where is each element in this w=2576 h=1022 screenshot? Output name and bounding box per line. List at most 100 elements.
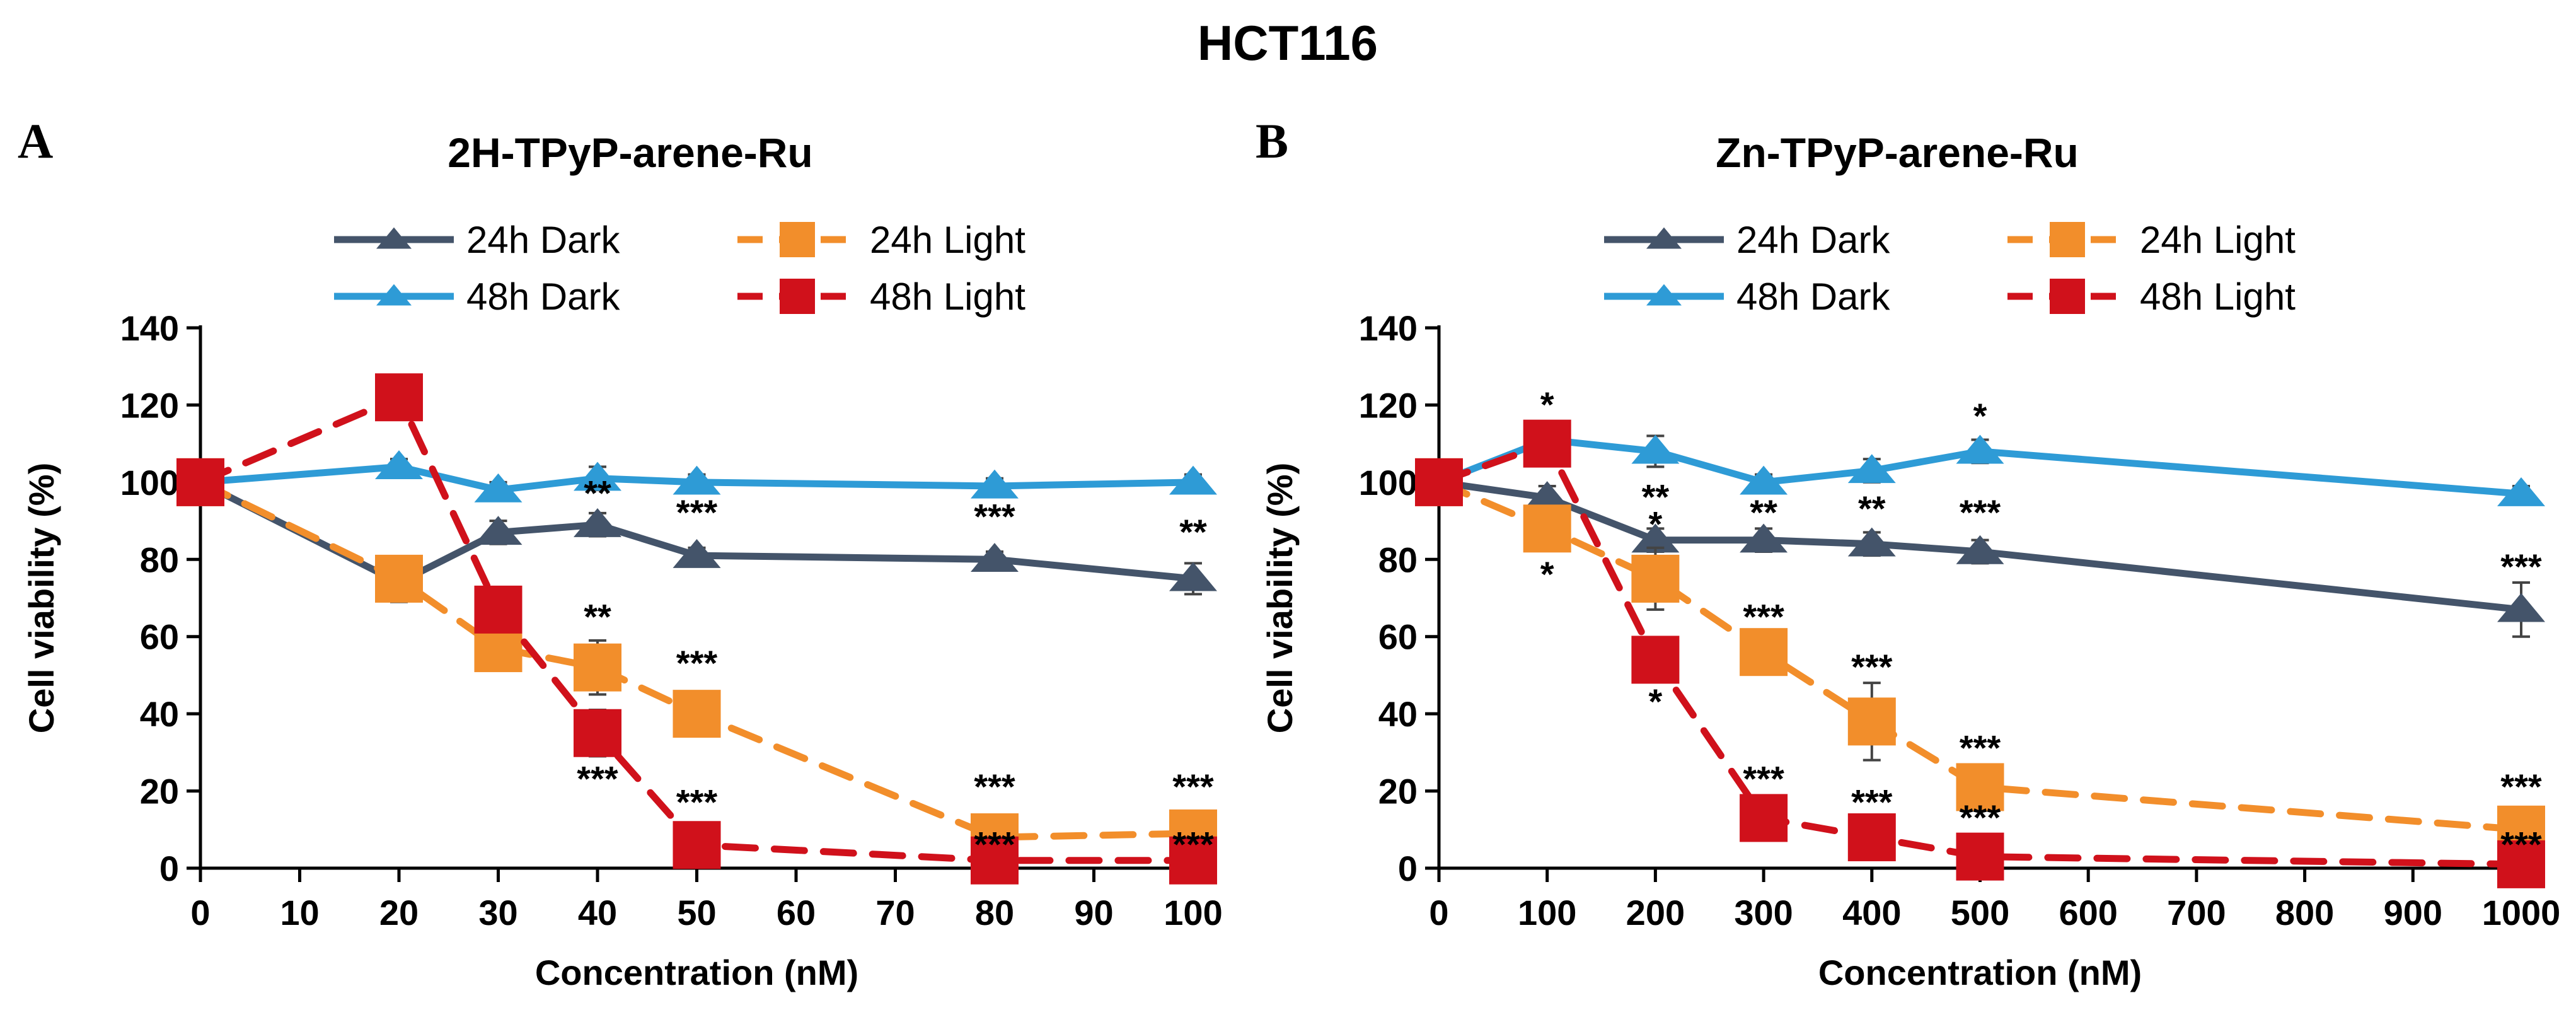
y-tick-label: 120 — [1359, 385, 1418, 425]
x-tick-label: 0 — [190, 893, 210, 932]
square-marker — [2050, 279, 2085, 314]
significance-label: *** — [2500, 767, 2542, 806]
significance-label: *** — [676, 492, 718, 532]
y-tick-label: 120 — [120, 385, 179, 425]
data-point — [475, 586, 523, 634]
panel-letter: A — [18, 113, 53, 168]
significance-label: ** — [1179, 512, 1207, 552]
significance-label: *** — [1851, 782, 1893, 822]
significance-label: *** — [1172, 825, 1214, 864]
x-tick-label: 40 — [578, 893, 617, 932]
significance-label: *** — [676, 782, 718, 822]
y-axis-label: Cell viability (%) — [21, 463, 61, 733]
data-point — [1523, 504, 1571, 552]
panel-letter: B — [1256, 113, 1288, 168]
significance-label: * — [1540, 554, 1554, 594]
x-tick-label: 20 — [379, 893, 419, 932]
significance-label: ** — [1858, 489, 1886, 528]
significance-label: *** — [676, 643, 718, 683]
significance-label: *** — [2500, 547, 2542, 586]
significance-label: ** — [584, 473, 611, 513]
x-tick-label: 500 — [1951, 893, 2009, 932]
significance-label: *** — [1960, 798, 2001, 837]
significance-label: *** — [1960, 728, 2001, 768]
y-tick-label: 140 — [1359, 308, 1418, 348]
x-tick-label: 80 — [975, 893, 1014, 932]
y-tick-label: 140 — [120, 308, 179, 348]
y-tick-label: 100 — [120, 463, 179, 502]
legend-item: 48h Light — [2007, 276, 2296, 318]
data-point — [375, 373, 423, 421]
significance-label: *** — [1172, 767, 1214, 806]
x-tick-label: 100 — [1518, 893, 1576, 932]
legend-label: 24h Dark — [466, 219, 620, 261]
legend-label: 48h Light — [2140, 276, 2296, 318]
data-point — [673, 690, 721, 738]
x-tick-label: 1000 — [2482, 893, 2561, 932]
panel-b: B Zn-TPyP-arene-Ru 0204060801001201400 10… — [1256, 113, 2560, 992]
legend-label: 48h Light — [870, 276, 1025, 318]
legend-label: 24h Light — [2140, 219, 2296, 261]
significance-label: *** — [2500, 825, 2542, 864]
significance-label: *** — [1960, 492, 2001, 532]
data-point — [1848, 697, 1896, 745]
y-tick-label: 40 — [140, 694, 179, 734]
x-tick-label: 800 — [2275, 893, 2334, 932]
y-tick-label: 80 — [140, 540, 179, 579]
significance-label: * — [1649, 682, 1663, 721]
legend-label: 48h Dark — [466, 276, 620, 318]
data-point — [1740, 794, 1788, 842]
legend-item: 24h Dark — [1604, 219, 1890, 261]
square-marker — [780, 279, 815, 314]
legend-label: 48h Dark — [1736, 276, 1890, 318]
x-tick-label: 60 — [777, 893, 816, 932]
data-point — [176, 458, 224, 506]
series-24h-dark — [1415, 466, 2545, 637]
data-point — [1415, 458, 1463, 506]
x-tick-label: 0 — [1429, 893, 1448, 932]
data-point — [673, 821, 721, 869]
y-tick-label: 0 — [1398, 849, 1418, 888]
data-point — [1631, 555, 1679, 603]
y-tick-label: 60 — [140, 617, 179, 657]
legend-label: 24h Light — [870, 219, 1025, 261]
significance-label: * — [1649, 504, 1663, 544]
significance-label: *** — [974, 767, 1015, 806]
x-tick-label: 400 — [1842, 893, 1901, 932]
y-tick-label: 20 — [1378, 772, 1418, 811]
x-tick-label: 70 — [875, 893, 915, 932]
x-tick-label: 50 — [677, 893, 716, 932]
x-tick-label: 200 — [1626, 893, 1685, 932]
square-marker — [780, 222, 815, 257]
legend-item: 48h Dark — [334, 276, 620, 318]
significance-label: *** — [577, 759, 618, 799]
legend-item: 24h Light — [2007, 219, 2296, 261]
significance-label: *** — [1743, 759, 1784, 799]
x-tick-label: 30 — [478, 893, 517, 932]
legend-label: 24h Dark — [1736, 219, 1890, 261]
data-point — [574, 709, 621, 757]
x-tick-label: 600 — [2059, 893, 2117, 932]
x-axis-label: Concentration (nM) — [535, 953, 858, 992]
legend-item: 24h Dark — [334, 219, 620, 261]
significance-label: *** — [974, 496, 1015, 536]
x-tick-label: 100 — [1164, 893, 1222, 932]
x-tick-label: 300 — [1734, 893, 1793, 932]
significance-label: * — [1973, 396, 1987, 436]
y-tick-label: 40 — [1378, 694, 1418, 734]
panel-a: A 2H-TPyP-arene-Ru 0 20 40 60 80 100 120 140 0 10… — [18, 113, 1223, 992]
data-point — [1956, 833, 2004, 881]
figure-title: HCT116 — [1198, 15, 1378, 71]
y-tick-label: 100 — [1359, 463, 1418, 502]
significance-label: ** — [1750, 492, 1777, 532]
legend-item: 48h Light — [737, 276, 1025, 318]
x-tick-label: 900 — [2384, 893, 2442, 932]
data-point — [574, 644, 621, 692]
figure: HCT116 A 2H-TPyP-arene-Ru 0 20 40 60 80 100 12… — [0, 0, 2576, 1022]
chart-title: 2H-TPyP-arene-Ru — [448, 129, 812, 176]
significance-label: * — [1540, 385, 1554, 424]
y-tick-label: 80 — [1378, 540, 1418, 579]
data-point — [1523, 420, 1571, 468]
significance-label: *** — [1851, 647, 1893, 687]
chart-title: Zn-TPyP-arene-Ru — [1716, 129, 2079, 176]
